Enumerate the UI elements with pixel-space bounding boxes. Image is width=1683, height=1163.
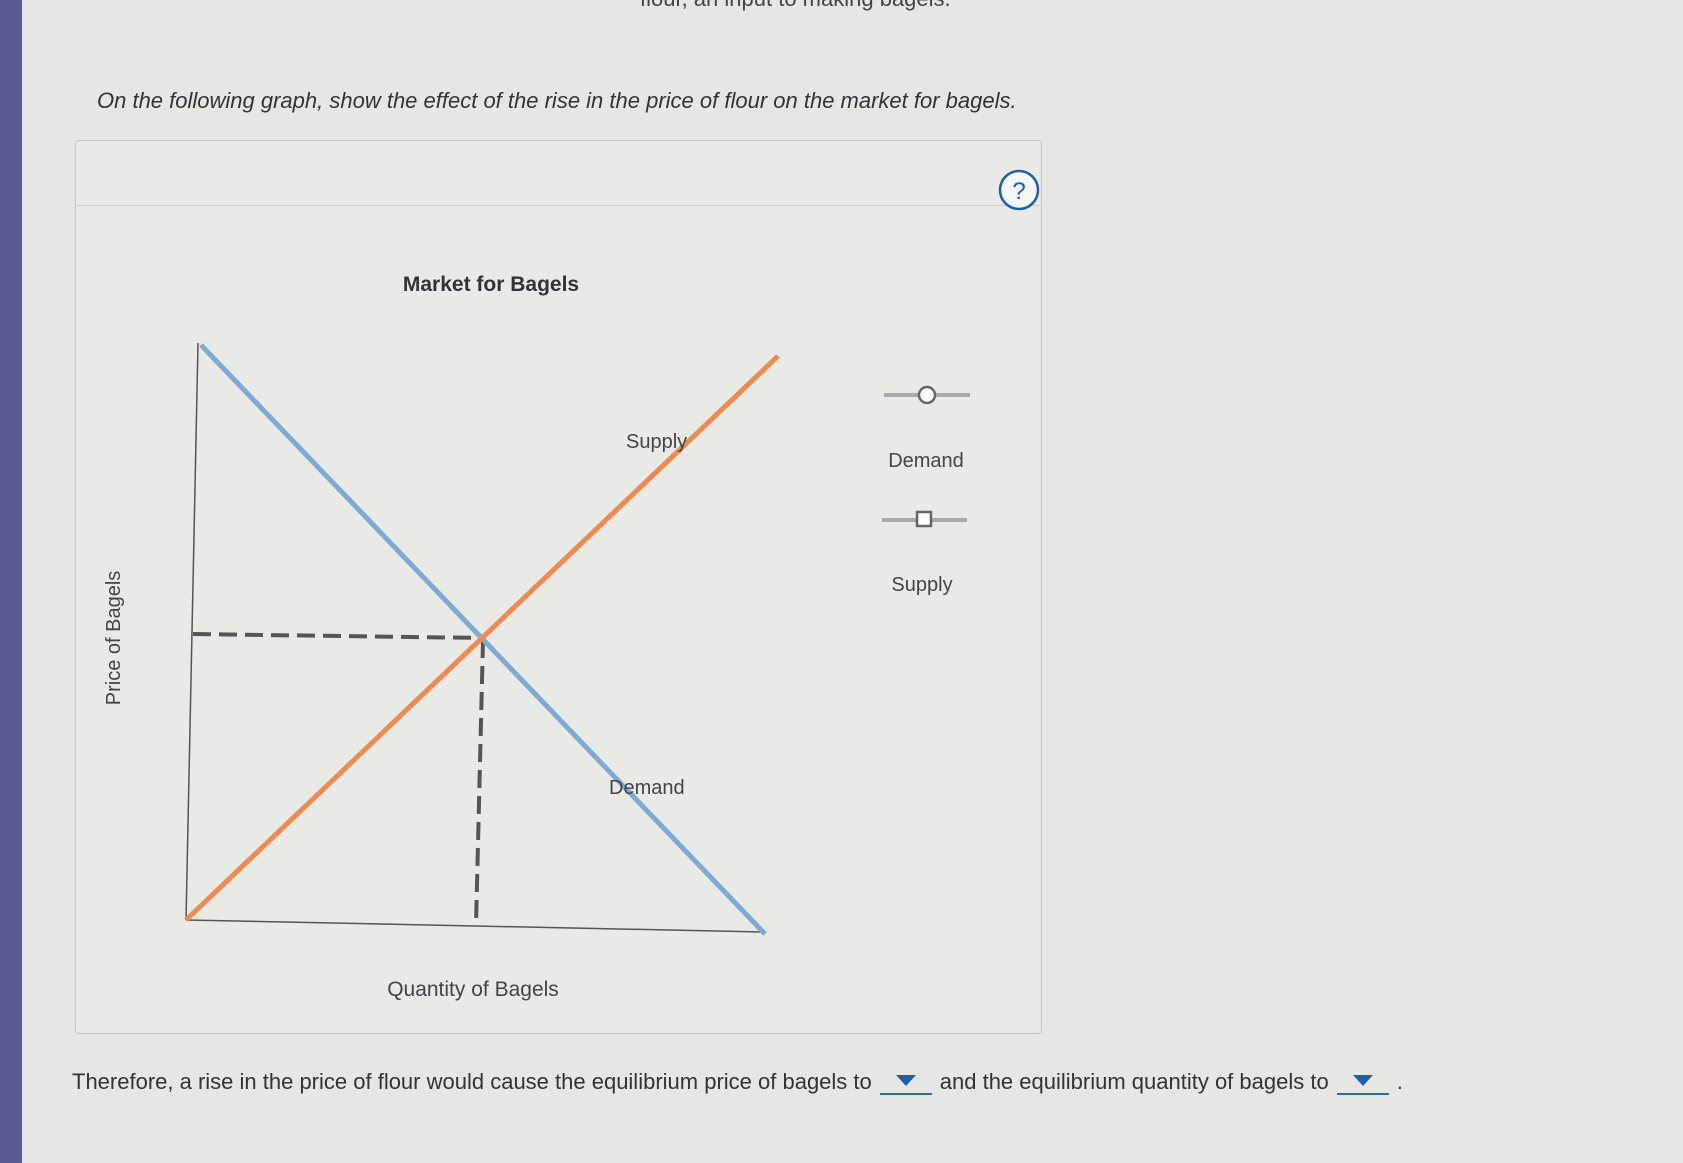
price-guide — [192, 632, 486, 640]
question-end: . — [1396, 1069, 1403, 1095]
legend-supply-tool[interactable] — [882, 510, 967, 528]
question-text: and the equilibrium quantity of bagels t… — [939, 1069, 1329, 1095]
quantity-dropdown[interactable] — [1336, 1069, 1389, 1096]
legend-marker[interactable] — [917, 385, 937, 405]
demand-curve-label: Demand — [609, 777, 685, 799]
help-icon[interactable]: ? — [1012, 178, 1025, 205]
price-dropdown[interactable] — [879, 1069, 932, 1096]
supply-curve-label: Supply — [626, 431, 687, 453]
quantity-guide — [474, 639, 485, 926]
y-axis-label: Price of Bagels — [103, 571, 125, 706]
question-text: Therefore, a rise in the price of flour … — [72, 1069, 872, 1095]
instruction: On the following graph, show the effect … — [97, 88, 1017, 113]
panel-header — [76, 141, 1041, 206]
legend-label: Supply — [891, 574, 952, 596]
y-axis — [185, 342, 199, 921]
supply-curve[interactable] — [184, 354, 780, 922]
header-fragment: flour, an input to making bagels. — [640, 0, 951, 12]
x-axis — [185, 919, 766, 933]
graph-title: Market for Bagels — [403, 273, 579, 296]
help-button[interactable] — [998, 169, 1040, 211]
side-strip — [0, 0, 22, 1163]
graph-panel — [75, 140, 1042, 1034]
question: Therefore, a rise in the price of flour … — [72, 1068, 1403, 1096]
x-axis-label: Quantity of Bagels — [387, 978, 559, 1001]
legend-marker[interactable] — [915, 510, 933, 528]
legend-demand-tool[interactable] — [884, 385, 970, 405]
legend-label: Demand — [888, 450, 964, 472]
